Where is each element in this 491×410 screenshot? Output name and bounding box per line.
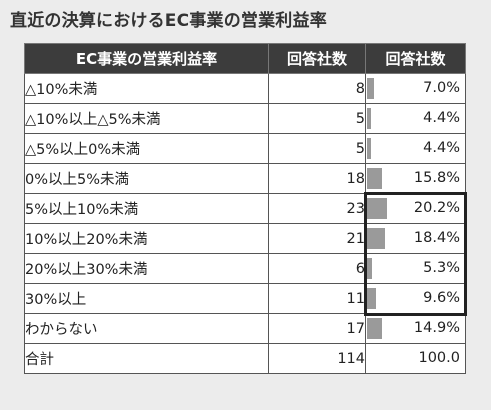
header-percent: 回答社数 — [365, 43, 466, 74]
percent-bar — [367, 198, 387, 219]
row-percent-cell: 4.4% — [365, 103, 466, 134]
row-label: △10%未満 — [24, 73, 269, 104]
header-margin: EC事業の営業利益率 — [24, 43, 269, 74]
percent-bar — [367, 108, 371, 129]
row-percent: 14.9% — [413, 320, 460, 336]
row-count: 21 — [268, 223, 366, 254]
table-row: △10%以上△5%未満 5 4.4% — [24, 103, 466, 134]
row-count: 11 — [268, 283, 366, 314]
row-percent: 20.2% — [413, 200, 460, 216]
total-label: 合計 — [24, 343, 269, 374]
row-label: わからない — [24, 313, 269, 344]
table-row: わからない 17 14.9% — [24, 313, 466, 344]
row-percent-cell: 4.4% — [365, 133, 466, 164]
table-row: 20%以上30%未満 6 5.3% — [24, 253, 466, 284]
percent-bar — [367, 138, 371, 159]
row-count: 23 — [268, 193, 366, 224]
percent-bar — [367, 228, 385, 249]
percent-bar — [367, 258, 372, 279]
row-count: 8 — [268, 73, 366, 104]
row-label: △5%以上0%未満 — [24, 133, 269, 164]
row-percent-cell: 7.0% — [365, 73, 466, 104]
table-row: 0%以上5%未満 18 15.8% — [24, 163, 466, 194]
percent-bar — [367, 168, 382, 189]
row-percent: 4.4% — [423, 140, 460, 156]
row-percent-cell: 14.9% — [365, 313, 466, 344]
row-label: 20%以上30%未満 — [24, 253, 269, 284]
total-count: 114 — [268, 343, 366, 374]
row-label: 30%以上 — [24, 283, 269, 314]
row-count: 5 — [268, 103, 366, 134]
row-percent: 7.0% — [423, 80, 460, 96]
row-percent: 15.8% — [413, 170, 460, 186]
total-percent: 100.0 — [418, 350, 460, 366]
table-row: 10%以上20%未満 21 18.4% — [24, 223, 466, 254]
row-percent: 4.4% — [423, 110, 460, 126]
row-percent-cell: 20.2% — [365, 193, 466, 224]
header-row: EC事業の営業利益率 回答社数 回答社数 — [24, 43, 466, 74]
row-percent: 5.3% — [423, 260, 460, 276]
row-percent-cell: 15.8% — [365, 163, 466, 194]
percent-bar — [367, 288, 376, 309]
row-percent: 9.6% — [423, 290, 460, 306]
row-percent-cell: 9.6% — [365, 283, 466, 314]
table-row: △5%以上0%未満 5 4.4% — [24, 133, 466, 164]
table-row: 5%以上10%未満 23 20.2% — [24, 193, 466, 224]
header-count: 回答社数 — [268, 43, 366, 74]
row-label: △10%以上△5%未満 — [24, 103, 269, 134]
table-row: △10%未満 8 7.0% — [24, 73, 466, 104]
chart-title: 直近の決算におけるEC事業の営業利益率 — [10, 11, 327, 31]
row-count: 17 — [268, 313, 366, 344]
row-percent-cell: 18.4% — [365, 223, 466, 254]
row-label: 0%以上5%未満 — [24, 163, 269, 194]
total-percent-cell: 100.0 — [365, 343, 466, 374]
percent-bar — [367, 318, 382, 339]
total-row: 合計 114 100.0 — [24, 343, 466, 374]
row-label: 10%以上20%未満 — [24, 223, 269, 254]
row-label: 5%以上10%未満 — [24, 193, 269, 224]
row-count: 6 — [268, 253, 366, 284]
profit-margin-table: EC事業の営業利益率 回答社数 回答社数 △10%未満 8 7.0% △10%以上△5… — [24, 43, 466, 374]
row-count: 5 — [268, 133, 366, 164]
row-percent-cell: 5.3% — [365, 253, 466, 284]
percent-bar — [367, 78, 374, 99]
row-count: 18 — [268, 163, 366, 194]
table-row: 30%以上 11 9.6% — [24, 283, 466, 314]
row-percent: 18.4% — [413, 230, 460, 246]
